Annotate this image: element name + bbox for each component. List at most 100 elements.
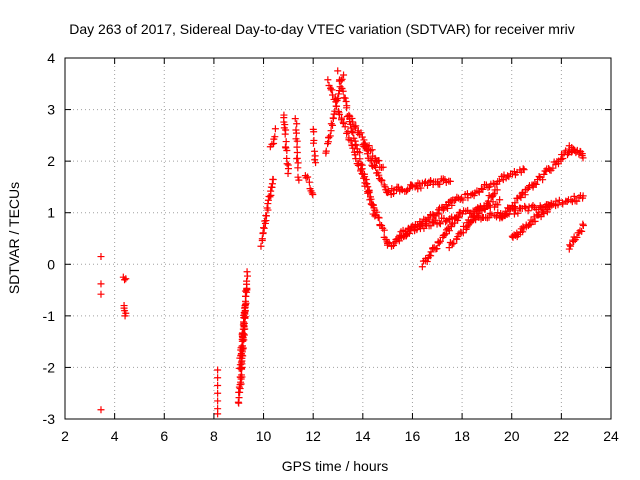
data-point [283, 160, 291, 168]
x-tick-label: 6 [160, 428, 168, 444]
data-point [559, 154, 567, 162]
data-point [519, 165, 527, 173]
data-point [351, 140, 359, 148]
data-point [341, 94, 349, 102]
data-point [258, 235, 266, 243]
data-point [214, 381, 222, 389]
data-point [380, 226, 388, 234]
data-point [340, 71, 348, 79]
y-tick-label: 1 [47, 205, 55, 221]
data-point [264, 196, 272, 204]
data-point [446, 177, 454, 185]
data-point [337, 76, 345, 84]
data-point [214, 366, 222, 374]
data-point [372, 163, 380, 171]
data-points [97, 67, 587, 418]
data-point [554, 201, 562, 209]
data-point [329, 121, 337, 129]
data-point [329, 91, 337, 99]
data-point [310, 139, 318, 147]
chart-title: Day 263 of 2017, Sidereal Day-to-day VTE… [69, 21, 574, 37]
data-point [97, 290, 105, 298]
data-point [294, 164, 302, 172]
data-point [368, 146, 376, 154]
data-point [475, 188, 483, 196]
data-point [390, 239, 398, 247]
data-point [241, 307, 249, 315]
x-tick-label: 20 [504, 428, 520, 444]
data-point [396, 231, 404, 239]
data-point [496, 177, 504, 185]
data-point [494, 201, 502, 209]
data-point [309, 191, 317, 199]
data-point [570, 192, 578, 200]
data-point [305, 178, 313, 186]
data-point [121, 312, 129, 320]
data-point [340, 119, 348, 127]
data-point [436, 180, 444, 188]
data-point [524, 207, 532, 215]
data-point [579, 154, 587, 162]
axis-ticks [64, 57, 612, 420]
data-point [266, 193, 274, 201]
data-point [496, 196, 504, 204]
data-point [433, 245, 441, 253]
data-point [529, 202, 537, 210]
data-point [451, 215, 459, 223]
data-point [567, 242, 575, 250]
data-point [531, 217, 539, 225]
data-point [326, 132, 334, 140]
data-point [348, 127, 356, 135]
data-point [335, 111, 343, 119]
data-point [356, 155, 364, 163]
data-point [423, 258, 431, 266]
data-point [267, 183, 275, 191]
y-tick-label: -3 [43, 411, 56, 427]
data-point [122, 275, 130, 283]
data-point [352, 122, 360, 130]
x-tick-label: 18 [454, 428, 470, 444]
data-point [357, 160, 365, 168]
data-point [268, 140, 276, 148]
data-point [579, 192, 587, 200]
data-point [364, 183, 372, 191]
data-point [520, 166, 528, 174]
data-point [333, 102, 341, 110]
data-point [342, 97, 350, 105]
data-point [335, 77, 343, 85]
x-axis-label: GPS time / hours [282, 458, 389, 474]
y-tick-label: -2 [43, 359, 56, 375]
data-point [462, 225, 470, 233]
data-point [281, 130, 289, 138]
x-tick-label: 2 [61, 428, 69, 444]
data-point [332, 98, 340, 106]
data-point [418, 263, 426, 271]
x-tick-label: 16 [405, 428, 421, 444]
data-point [435, 219, 443, 227]
data-point [576, 227, 584, 235]
data-point [517, 194, 525, 202]
data-point [444, 204, 452, 212]
data-point [293, 154, 301, 162]
data-point [269, 176, 277, 184]
data-point [243, 277, 251, 285]
data-point [214, 410, 222, 418]
data-point [549, 164, 557, 172]
data-point [97, 253, 105, 261]
data-point [447, 223, 455, 231]
data-point [361, 143, 369, 151]
data-point [375, 157, 383, 165]
data-point [371, 211, 379, 219]
data-point [121, 276, 129, 284]
data-point [501, 212, 509, 220]
data-point [479, 185, 487, 193]
data-point [327, 127, 335, 135]
data-point [234, 398, 242, 406]
data-point [349, 144, 357, 152]
data-point [302, 174, 310, 182]
data-point [239, 344, 247, 352]
data-point [243, 268, 251, 276]
data-point [267, 187, 275, 195]
data-point [236, 361, 244, 369]
data-point [364, 150, 372, 158]
